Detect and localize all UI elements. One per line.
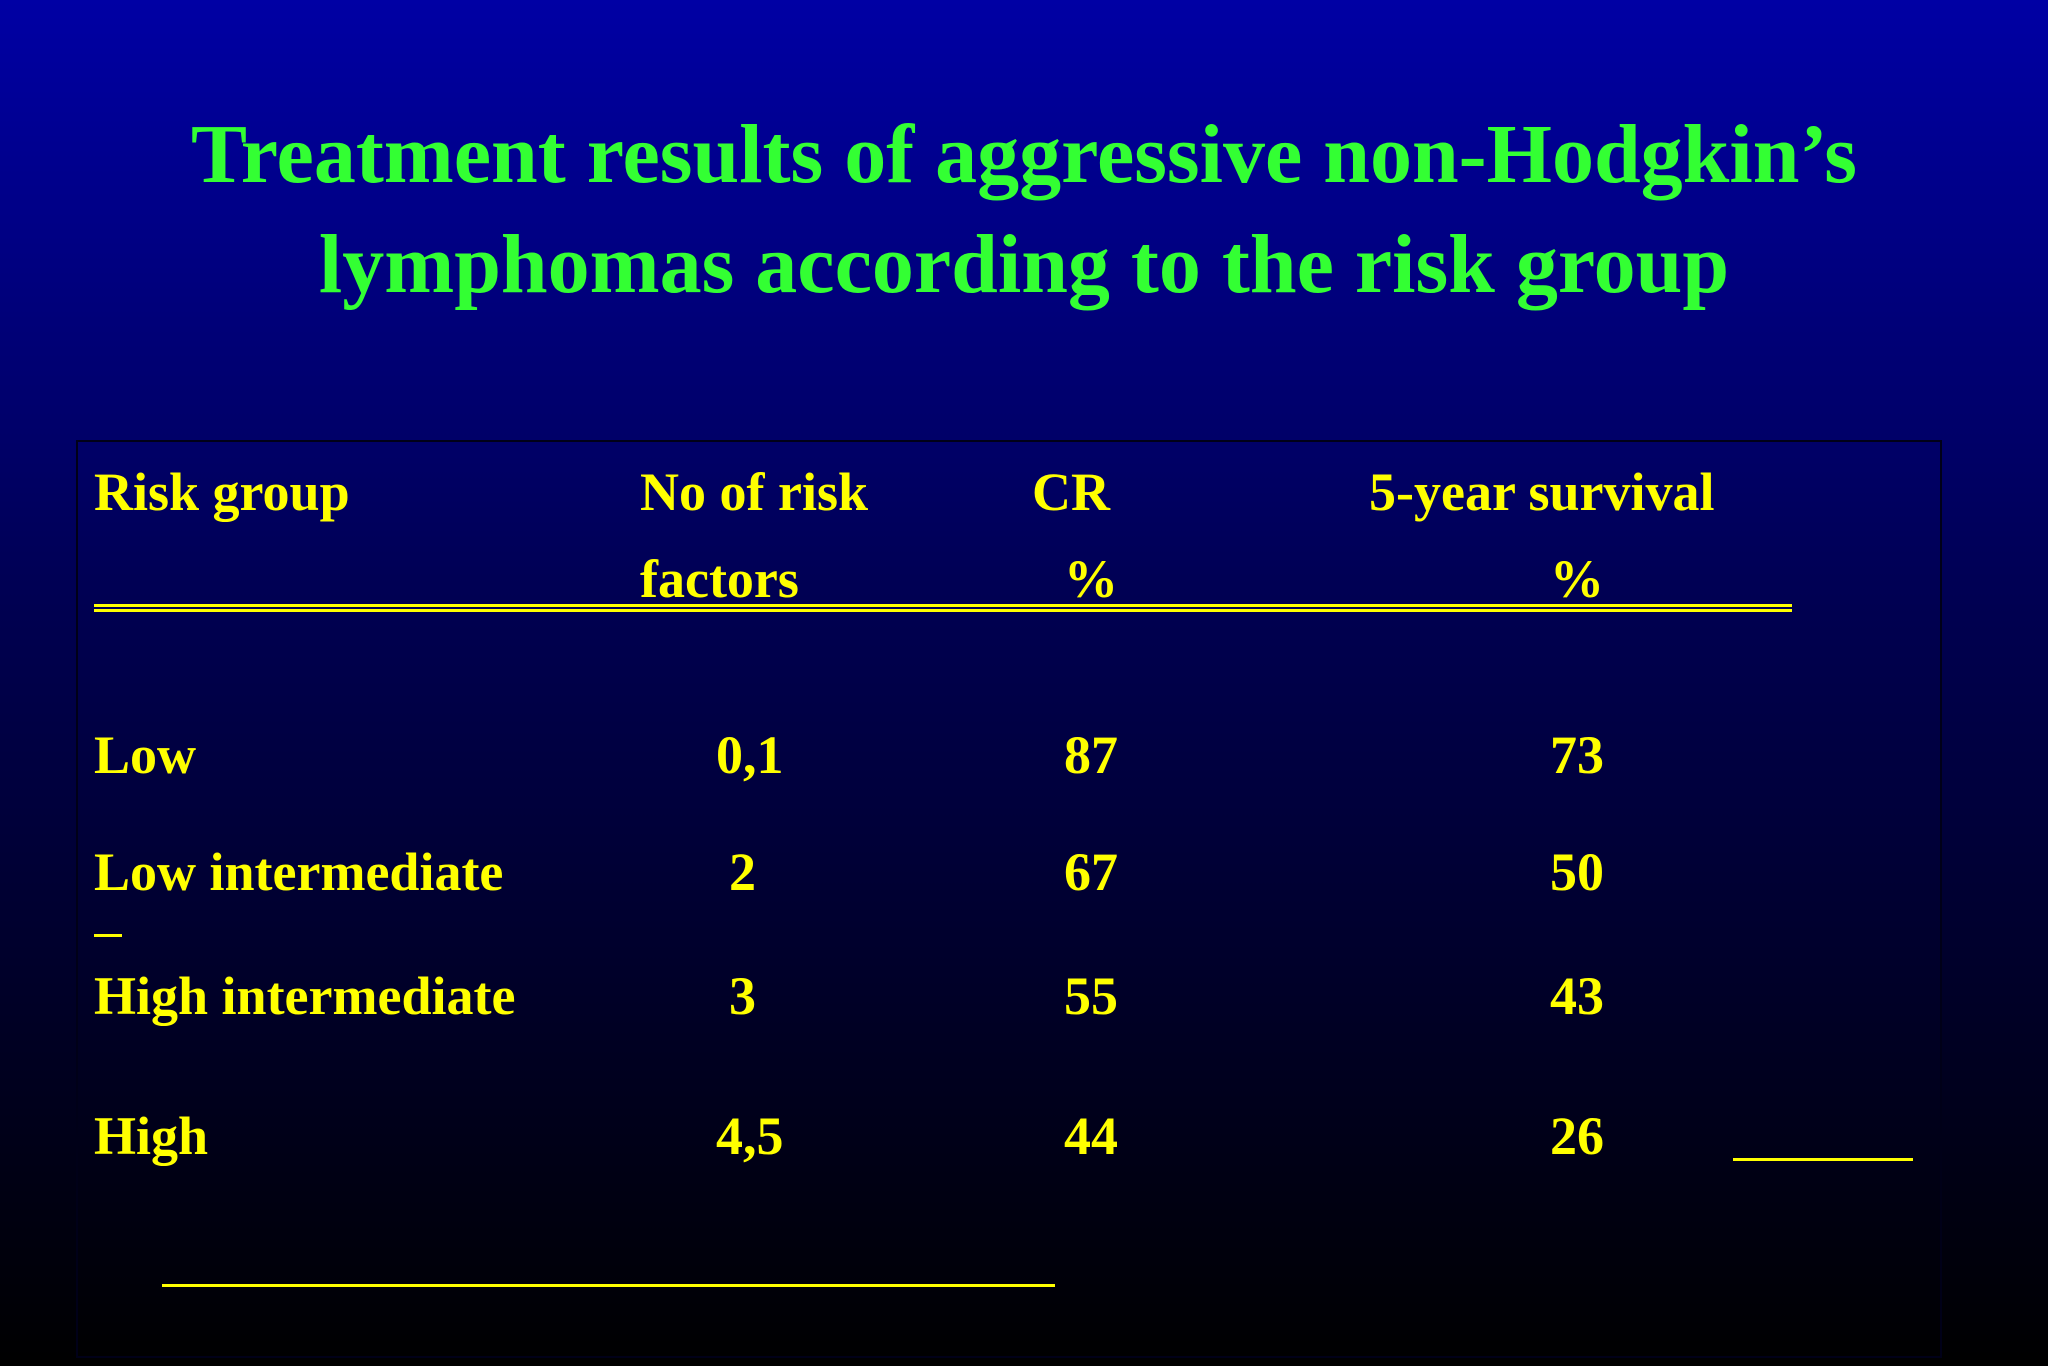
row-label: High xyxy=(94,1106,209,1166)
table-cell: 2 xyxy=(729,842,756,902)
table-cell: 4,5 xyxy=(716,1106,784,1166)
header-rule xyxy=(94,609,1792,612)
stray-mark xyxy=(94,934,122,937)
table-cell: 44 xyxy=(1064,1106,1118,1166)
header-cell: % xyxy=(1550,549,1604,609)
table-frame xyxy=(76,440,1942,1358)
table-cell: 26 xyxy=(1550,1106,1604,1166)
stray-rule xyxy=(1733,1158,1913,1161)
table-cell: 55 xyxy=(1064,966,1118,1026)
row-label: Low xyxy=(94,725,197,785)
header-cell: % xyxy=(1064,549,1118,609)
table-cell: 87 xyxy=(1064,725,1118,785)
table-cell: 67 xyxy=(1064,842,1118,902)
row-label: Low intermediate xyxy=(94,842,504,902)
header-cell: factors xyxy=(640,549,799,609)
table-cell: 3 xyxy=(729,966,756,1026)
table-cell: 43 xyxy=(1550,966,1604,1026)
table-cell: 50 xyxy=(1550,842,1604,902)
row-label: High intermediate xyxy=(94,966,516,1026)
header-cell: No of risk xyxy=(640,462,868,522)
header-cell: 5-year survival xyxy=(1369,462,1715,522)
header-rule xyxy=(94,604,1792,607)
slide-title: Treatment results of aggressive non-Hodg… xyxy=(190,108,1857,311)
header-cell: Risk group xyxy=(94,462,350,522)
header-cell: CR xyxy=(1032,462,1110,522)
bottom-rule xyxy=(162,1284,1055,1287)
table-cell: 0,1 xyxy=(716,725,784,785)
table-cell: 73 xyxy=(1550,725,1604,785)
